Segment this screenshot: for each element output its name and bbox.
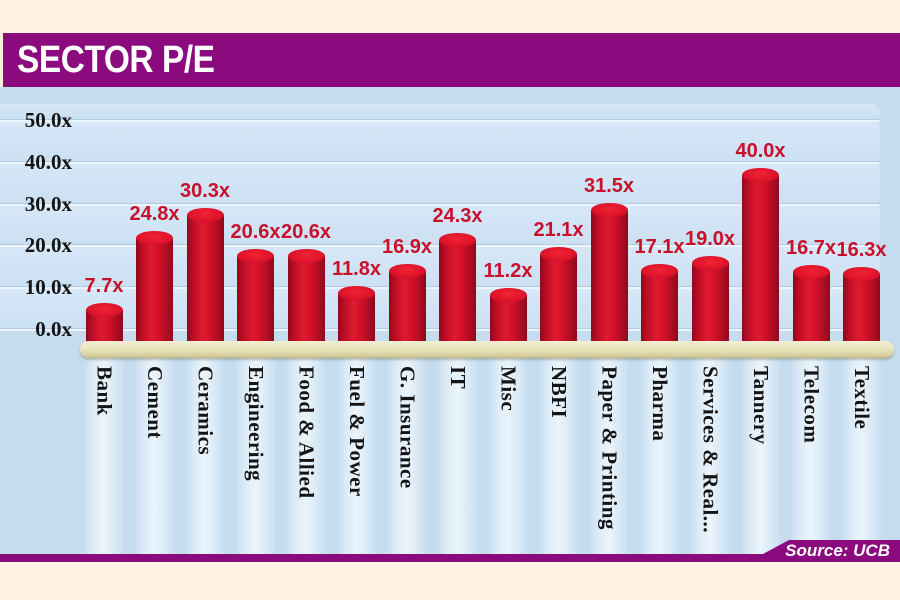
bar-top-ellipse-bank <box>85 302 123 317</box>
x-axis-category-label: Cement <box>143 366 167 439</box>
bar-top-ellipse-pharma <box>641 263 678 278</box>
bar-top-ellipse-paper-printing <box>590 203 628 218</box>
x-axis-category-label: IT <box>446 366 470 390</box>
chart-title: SECTOR P/E <box>17 38 215 81</box>
bar-value-label: 16.7x <box>785 237 837 260</box>
bar-value-label: 20.6x <box>230 220 281 243</box>
x-axis-category-label: NBFI <box>547 366 571 419</box>
x-axis-category-label: Engineering <box>244 366 268 482</box>
gridline <box>0 119 880 122</box>
bar-top-ellipse-g-insurance <box>388 264 426 279</box>
bar-top-ellipse-engineering <box>237 248 274 263</box>
x-axis-category-label: Ceramics <box>193 366 218 456</box>
chart-header: SECTOR P/E <box>3 33 900 87</box>
column-stripe <box>335 358 378 554</box>
y-axis-tick-label: 30.0x <box>24 191 72 216</box>
x-axis-category-label: Bank <box>92 366 117 416</box>
y-axis-tick-label: 0.0x <box>35 317 72 341</box>
bar-body-telecom <box>792 272 830 349</box>
plot-band <box>0 161 880 204</box>
bar-body-g-insurance <box>388 271 426 349</box>
column-stripe <box>487 358 529 554</box>
bar-top-ellipse-fuel-power <box>338 285 375 300</box>
x-axis-category-label: Fuel & Power <box>345 366 369 497</box>
bar-value-label: 19.0x <box>684 227 736 250</box>
bar-value-label: 40.0x <box>735 139 786 162</box>
bar-top-ellipse-food-allied <box>287 248 325 263</box>
bar-top-ellipse-it <box>439 233 476 248</box>
bar-body-food-allied <box>287 255 325 349</box>
gridline <box>0 202 880 206</box>
bar-body-tannery <box>742 174 779 349</box>
column-stripe <box>537 358 580 554</box>
bar-body-fuel-power <box>338 292 375 349</box>
bar-value-label: 16.9x <box>381 236 433 259</box>
x-axis-category-label: Paper & Printing <box>597 366 622 530</box>
bar-top-ellipse-misc <box>489 288 527 303</box>
column-stripe <box>638 358 681 554</box>
bar-top-ellipse-telecom <box>792 265 830 280</box>
bar-body-services-real <box>691 262 729 349</box>
bar-body-textile <box>843 273 880 349</box>
y-axis-tick-label: 50.0x <box>24 108 72 132</box>
bar-value-label: 24.3x <box>432 205 483 228</box>
bottom-accent-line <box>0 554 900 562</box>
bar-body-pharma <box>641 270 678 349</box>
bar-value-label: 11.8x <box>332 257 381 280</box>
column-stripe <box>840 358 883 554</box>
bar-value-label: 20.6x <box>280 220 332 243</box>
bar-top-ellipse-textile <box>843 266 880 281</box>
y-axis-tick-label: 40.0x <box>24 149 72 174</box>
column-stripe <box>83 358 125 554</box>
column-stripe <box>184 358 226 554</box>
bar-body-paper-printing <box>590 210 628 349</box>
bar-value-label: 11.2x <box>483 260 533 283</box>
bar-top-ellipse-nbfi <box>540 246 577 261</box>
chart-base-plinth <box>80 341 894 358</box>
bar-body-it <box>439 240 476 349</box>
x-axis-category-label: G. Insurance <box>395 366 420 489</box>
bar-body-misc <box>489 295 527 349</box>
column-stripe <box>133 358 176 554</box>
x-axis-category-label: Food & Allied <box>294 366 319 499</box>
column-stripe <box>436 358 479 554</box>
bar-top-ellipse-cement <box>136 231 173 246</box>
bar-body-ceramics <box>186 215 224 349</box>
column-stripe <box>386 358 428 554</box>
plot-band <box>0 104 880 120</box>
x-axis-category-label: Pharma <box>648 366 672 442</box>
column-stripe <box>790 358 832 554</box>
column-stripe <box>234 358 277 554</box>
x-axis-category-label: Textile <box>850 366 874 430</box>
bar-top-ellipse-ceramics <box>186 208 224 223</box>
column-stripe <box>588 358 630 554</box>
bar-body-nbfi <box>540 253 577 349</box>
x-axis-category-label: Services & Real... <box>698 366 723 534</box>
gridline <box>0 160 880 164</box>
column-stripe <box>739 358 782 554</box>
y-axis-tick-label: 10.0x <box>24 275 72 300</box>
bar-top-ellipse-services-real <box>691 255 729 270</box>
source-label: Source: UCB <box>785 541 890 560</box>
bar-value-label: 24.8x <box>129 203 180 226</box>
y-axis-tick-label: 20.0x <box>24 233 72 258</box>
bar-value-label: 17.1x <box>634 235 685 258</box>
x-axis-category-label: Telecom <box>799 366 824 444</box>
bar-value-label: 21.1x <box>533 218 584 241</box>
column-stripe <box>285 358 327 554</box>
bar-value-label: 30.3x <box>179 180 231 203</box>
bar-top-ellipse-tannery <box>742 167 779 182</box>
column-stripe <box>689 358 731 554</box>
bar-body-cement <box>136 238 173 349</box>
bar-value-label: 16.3x <box>836 238 887 261</box>
plot-band <box>0 120 880 162</box>
x-axis-category-label: Misc <box>496 366 521 412</box>
bar-value-label: 31.5x <box>583 175 635 198</box>
bar-value-label: 7.7x <box>84 274 124 297</box>
bar-body-engineering <box>237 255 274 349</box>
x-axis-category-label: Tannery <box>749 366 773 445</box>
source-banner: Source: UCB <box>748 540 900 562</box>
